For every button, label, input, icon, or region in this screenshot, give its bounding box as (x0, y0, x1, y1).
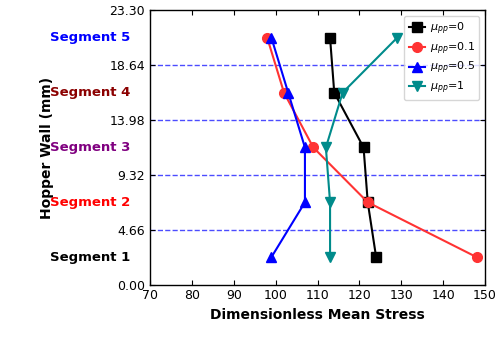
$\mu_{pp}$=0.5 (268, 36, 274, 40)
$\mu_{pp}$=0.1 (365, 200, 371, 204)
$\mu_{pp}$=0.5 (302, 200, 308, 204)
Text: Segment 2: Segment 2 (50, 196, 130, 209)
Line: $\mu_{pp}$=0.5: $\mu_{pp}$=0.5 (266, 33, 310, 262)
$\mu_{pp}$=0 (331, 91, 337, 95)
$\mu_{pp}$=0 (373, 255, 379, 259)
$\mu_{pp}$=1 (323, 145, 329, 150)
$\mu_{pp}$=0.1 (281, 91, 287, 95)
Line: $\mu_{pp}$=0.1: $\mu_{pp}$=0.1 (262, 33, 482, 262)
$\mu_{pp}$=1 (327, 255, 333, 259)
$\mu_{pp}$=0 (327, 36, 333, 40)
$\mu_{pp}$=1 (394, 36, 400, 40)
Legend: $\mu_{pp}$=0, $\mu_{pp}$=0.1, $\mu_{pp}$=0.5, $\mu_{pp}$=1: $\mu_{pp}$=0, $\mu_{pp}$=0.1, $\mu_{pp}$… (404, 16, 479, 100)
Text: Segment 5: Segment 5 (50, 31, 130, 44)
$\mu_{pp}$=0.1 (310, 145, 316, 150)
X-axis label: Dimensionless Mean Stress: Dimensionless Mean Stress (210, 308, 425, 322)
Line: $\mu_{pp}$=1: $\mu_{pp}$=1 (321, 33, 402, 262)
$\mu_{pp}$=0.5 (302, 145, 308, 150)
$\mu_{pp}$=1 (340, 91, 345, 95)
$\mu_{pp}$=0 (365, 200, 371, 204)
$\mu_{pp}$=0.5 (268, 255, 274, 259)
$\mu_{pp}$=0.1 (264, 36, 270, 40)
Line: $\mu_{pp}$=0: $\mu_{pp}$=0 (325, 33, 381, 262)
Text: Segment 4: Segment 4 (50, 86, 130, 99)
Y-axis label: Hopper Wall (mm): Hopper Wall (mm) (40, 76, 54, 219)
$\mu_{pp}$=0 (360, 145, 366, 150)
$\mu_{pp}$=0.5 (285, 91, 291, 95)
$\mu_{pp}$=1 (327, 200, 333, 204)
$\mu_{pp}$=0.1 (474, 255, 480, 259)
Text: Segment 1: Segment 1 (50, 251, 130, 264)
Text: Segment 3: Segment 3 (50, 141, 130, 154)
